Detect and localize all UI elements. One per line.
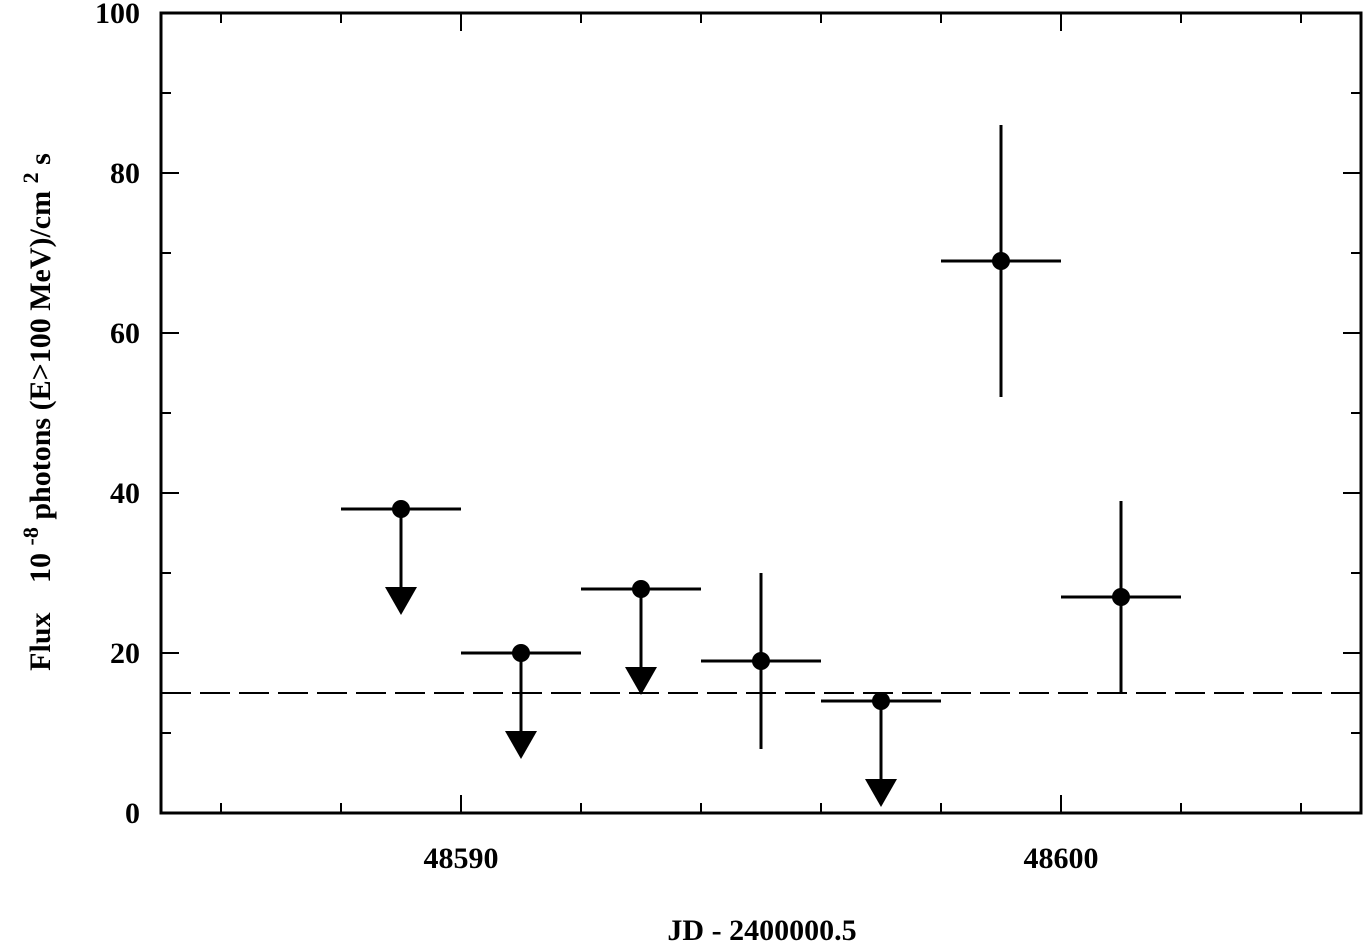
y-tick-label: 80 [110, 157, 140, 190]
upper-limit-arrowhead [625, 667, 657, 695]
data-point-7 [1061, 501, 1181, 693]
x-tick-label: 48600 [1024, 842, 1099, 875]
y-tick-label: 40 [110, 477, 140, 510]
data-point-marker [872, 692, 890, 710]
data-point-6 [941, 125, 1061, 397]
y-tick-label: 60 [110, 317, 140, 350]
upper-limit-arrowhead [505, 731, 537, 759]
y-axis-title-unit-tail: s [24, 153, 57, 165]
y-axis-title: Flux 10 -8 photons (E>100 MeV)/cm 2 s [12, 153, 57, 671]
y-axis-title-exponent: -8 [18, 527, 43, 545]
y-axis-title-base: 10 [24, 553, 57, 583]
y-tick-label: 0 [125, 797, 140, 830]
data-point-marker [1112, 588, 1130, 606]
y-axis-title-unit-exponent: 2 [18, 172, 43, 183]
data-point-marker [632, 580, 650, 598]
data-point-4 [701, 573, 821, 749]
x-tick-label: 48590 [424, 842, 499, 875]
upper-limit-arrowhead [865, 779, 897, 807]
data-point-2 [461, 644, 581, 759]
y-axis-title-unit: photons (E>100 MeV)/cm [24, 191, 57, 520]
data-point-marker [992, 252, 1010, 270]
data-point-marker [512, 644, 530, 662]
data-point-5 [821, 692, 941, 807]
upper-limit-arrowhead [385, 587, 417, 615]
data-point-3 [581, 580, 701, 695]
x-axis-title: JD - 2400000.5 [667, 914, 856, 943]
data-point-marker [392, 500, 410, 518]
y-axis-title-prefix: Flux [24, 612, 57, 670]
data-point-marker [752, 652, 770, 670]
y-tick-label: 100 [95, 0, 140, 30]
y-tick-label: 20 [110, 637, 140, 670]
data-point-1 [341, 500, 461, 615]
